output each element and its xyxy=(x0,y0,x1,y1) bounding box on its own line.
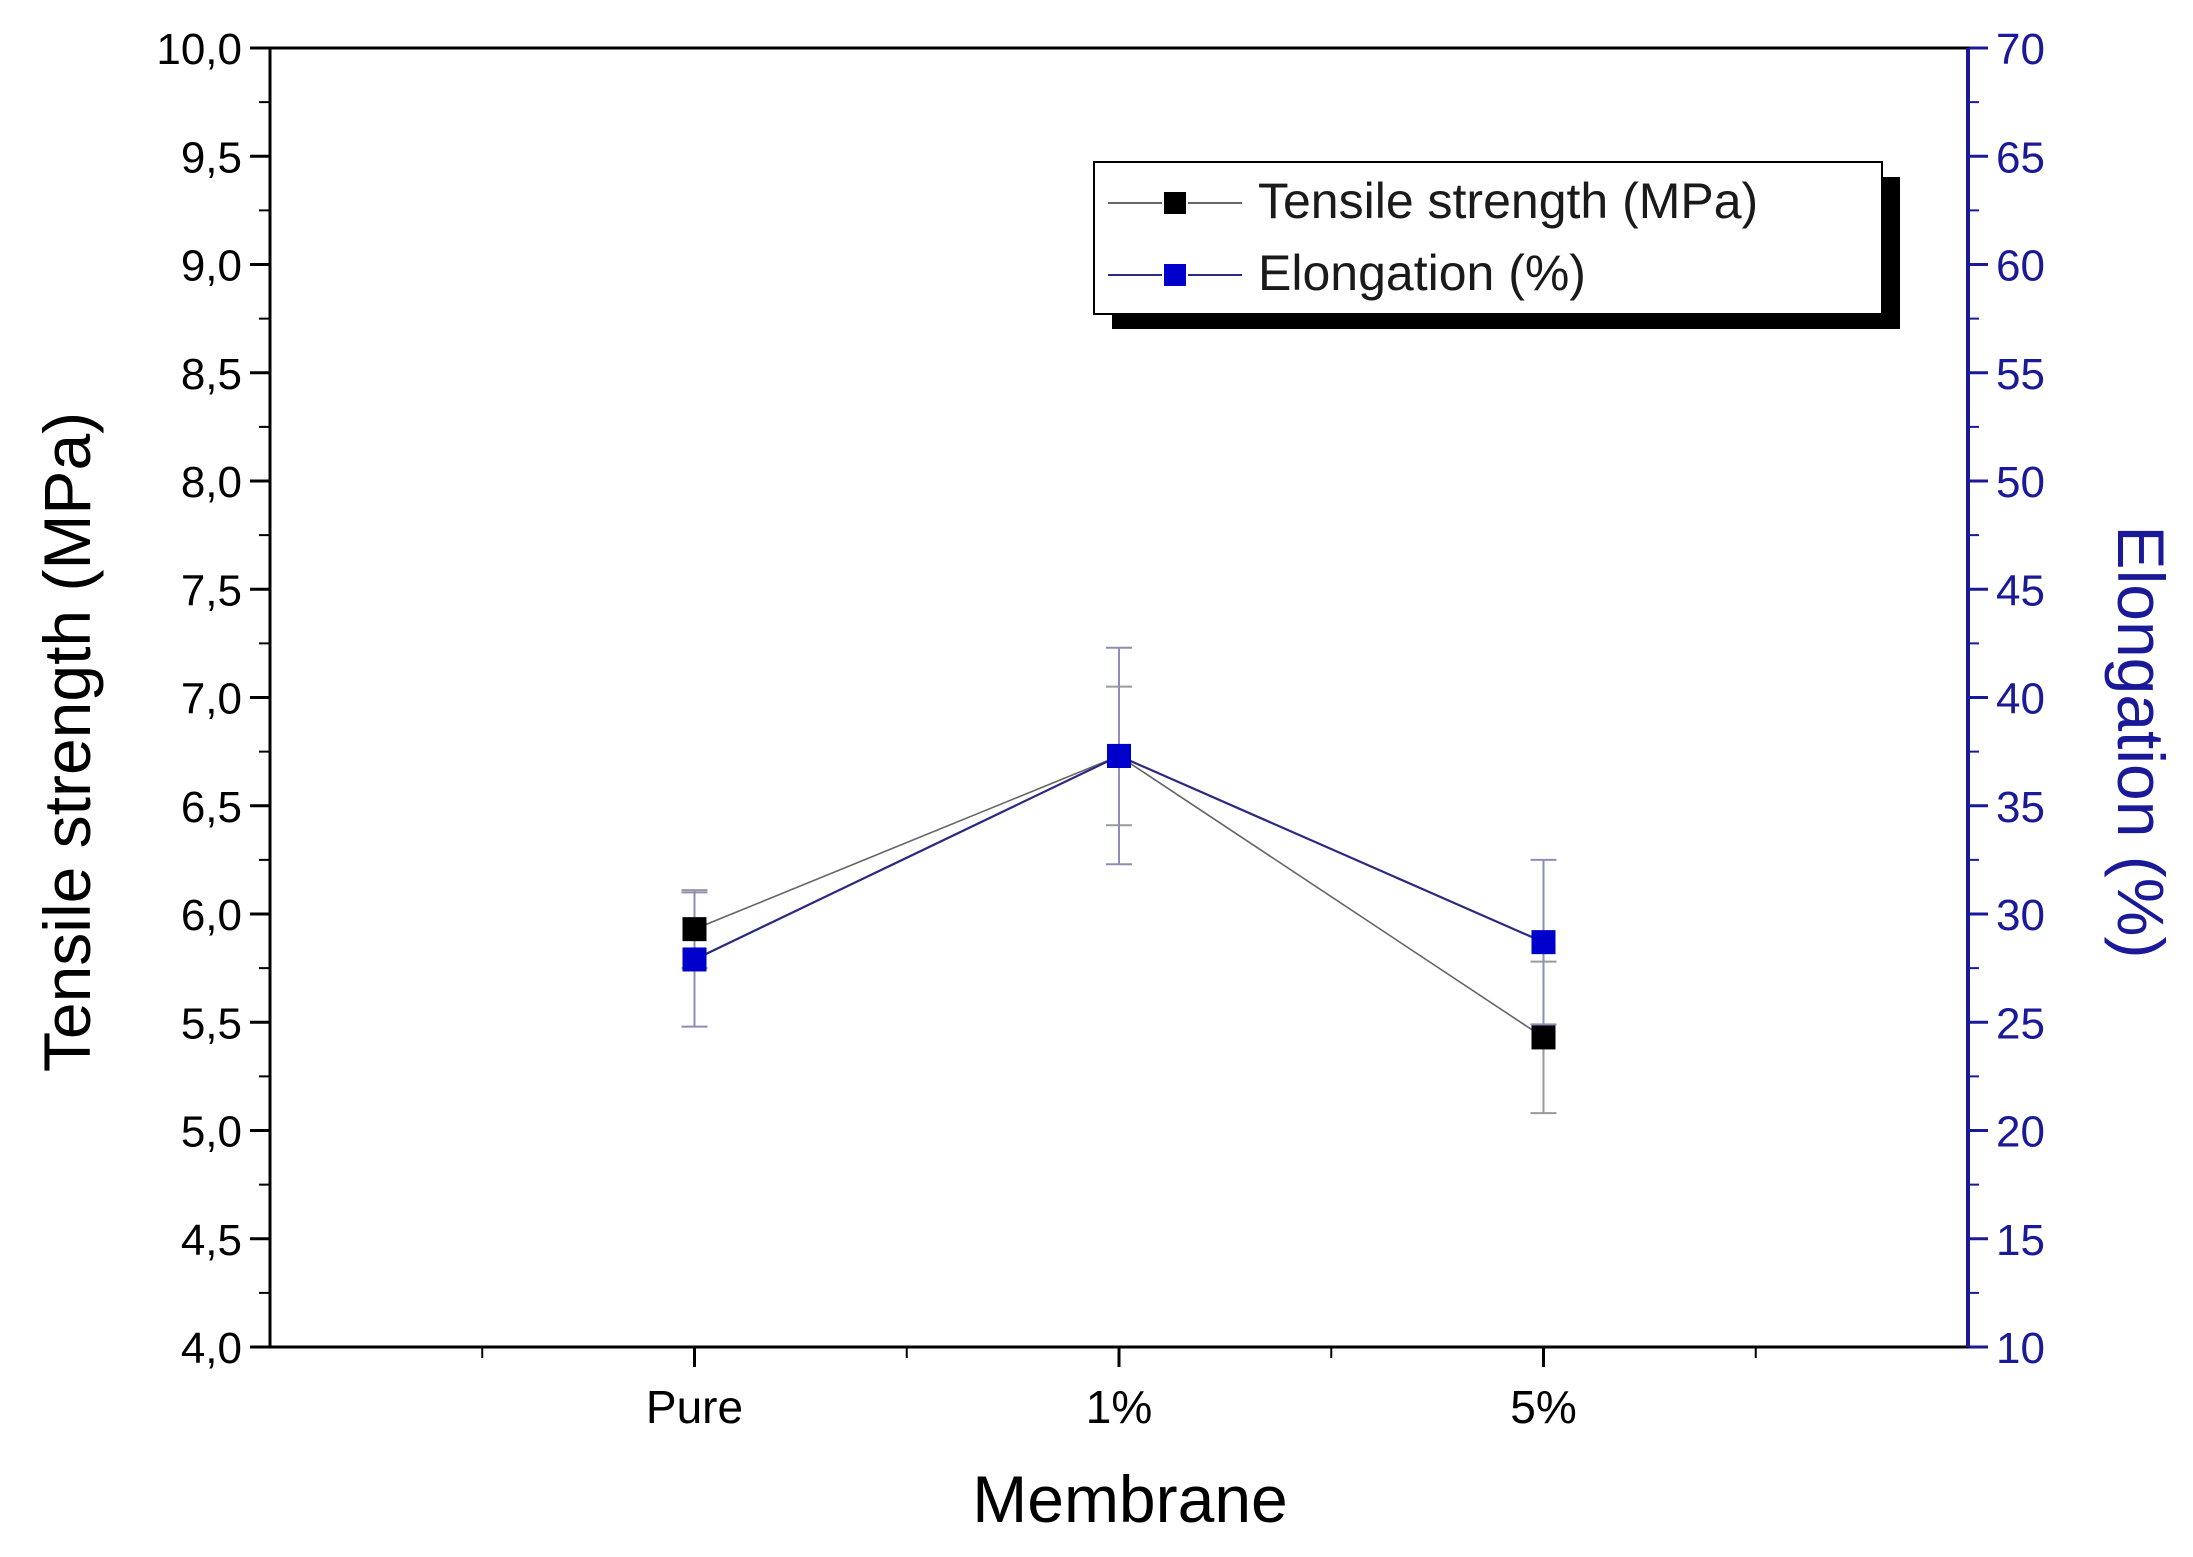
y-tick-label: 6,0 xyxy=(181,891,242,940)
y-tick-label: 5,0 xyxy=(181,1108,242,1157)
y2-tick-label: 45 xyxy=(1996,566,2045,615)
y-tick-label: 5,5 xyxy=(181,999,242,1048)
y2-tick-label: 70 xyxy=(1996,25,2045,74)
y-tick-label: 10,0 xyxy=(156,25,242,74)
y2-tick-label: 30 xyxy=(1996,891,2045,940)
legend: Tensile strength (MPa) Elongation (%) xyxy=(1093,161,1900,329)
y-tick-label: 8,0 xyxy=(181,458,242,507)
x-tick-label: 5% xyxy=(1510,1381,1576,1433)
y-tick-label: 9,5 xyxy=(181,133,242,182)
y2-tick-label: 20 xyxy=(1996,1108,2045,1157)
y-tick-label: 4,0 xyxy=(181,1324,242,1373)
y2-axis-title: Elongation (%) xyxy=(2104,526,2178,959)
series-layer xyxy=(681,646,1557,1115)
y-axis-title: Tensile strength (MPa) xyxy=(30,412,104,1072)
legend-marker-elongation xyxy=(1164,264,1186,286)
y-tick-label: 4,5 xyxy=(181,1216,242,1265)
tensile-data-point xyxy=(682,917,707,942)
elongation-data-point xyxy=(1531,930,1556,955)
y2-tick-label: 35 xyxy=(1996,783,2045,832)
y-tick-label: 6,5 xyxy=(181,783,242,832)
y-tick-label: 7,0 xyxy=(181,675,242,724)
legend-label-elongation: Elongation (%) xyxy=(1258,245,1586,301)
y2-tick-label: 60 xyxy=(1996,242,2045,291)
legend-label-tensile: Tensile strength (MPa) xyxy=(1258,173,1758,229)
elongation-data-point xyxy=(682,947,707,972)
y2-tick-label: 25 xyxy=(1996,999,2045,1048)
y2-tick-label: 10 xyxy=(1996,1324,2045,1373)
y-tick-label: 7,5 xyxy=(181,566,242,615)
elongation-data-point xyxy=(1107,743,1131,768)
x-tick-label: Pure xyxy=(646,1381,743,1433)
x-tick-label: 1% xyxy=(1086,1381,1152,1433)
y-tick-label: 9,0 xyxy=(181,242,242,291)
ticks-layer: 4,0 4,5 5,0 5,5 6,0 6,5 7,0 7,5 8,0 8,5 9,0 9,5 10,0… xyxy=(156,25,2045,1433)
legend-marker-tensile xyxy=(1164,192,1186,214)
y2-tick-label: 15 xyxy=(1996,1216,2045,1265)
y-tick-label: 8,5 xyxy=(181,350,242,399)
x-axis-title: Membrane xyxy=(972,1462,1287,1536)
tensile-data-point xyxy=(1531,1025,1556,1050)
y2-tick-label: 65 xyxy=(1996,133,2045,182)
y2-tick-label: 55 xyxy=(1996,350,2045,399)
legend-box xyxy=(1093,161,1883,315)
y2-tick-label: 40 xyxy=(1996,675,2045,724)
y2-tick-label: 50 xyxy=(1996,458,2045,507)
